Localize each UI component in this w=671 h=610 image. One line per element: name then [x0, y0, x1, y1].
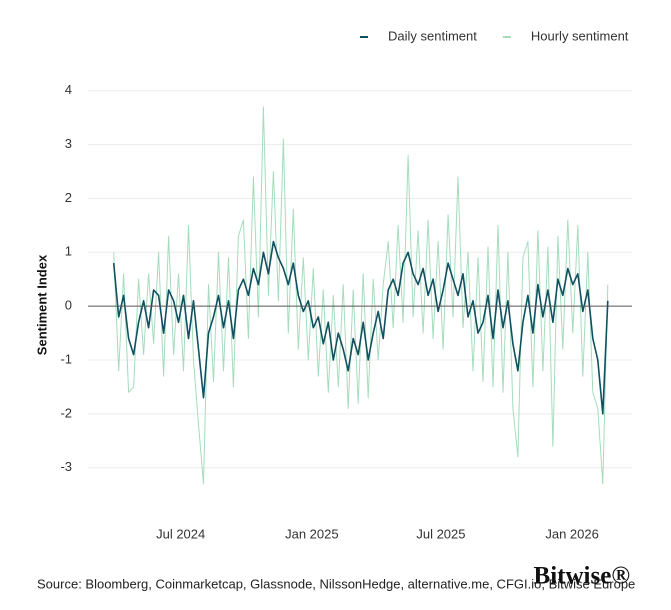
brand-logo: Bitwise® [534, 563, 630, 590]
source-note: Source: Bloomberg, Coinmarketcap, Glassn… [37, 576, 635, 591]
x-tick-label: Jul 2025 [416, 526, 465, 541]
legend-label: Daily sentiment [388, 28, 477, 43]
y-tick-label: 2 [65, 190, 72, 205]
y-tick-label: -2 [60, 405, 72, 420]
y-tick-label: 1 [65, 244, 72, 259]
y-tick-label: -3 [60, 459, 72, 474]
x-tick-label: Jan 2025 [285, 526, 339, 541]
y-tick-label: 3 [65, 136, 72, 151]
legend-label: Hourly sentiment [531, 28, 629, 43]
x-tick-label: Jan 2026 [545, 526, 599, 541]
series-line [112, 240, 609, 415]
y-tick-label: -1 [60, 351, 72, 366]
y-axis-label: Sentiment Index [34, 254, 49, 355]
y-tick-label: 0 [65, 298, 72, 313]
y-tick-label: 4 [65, 82, 72, 97]
series-line [113, 106, 609, 485]
x-tick-label: Jul 2024 [156, 526, 205, 541]
